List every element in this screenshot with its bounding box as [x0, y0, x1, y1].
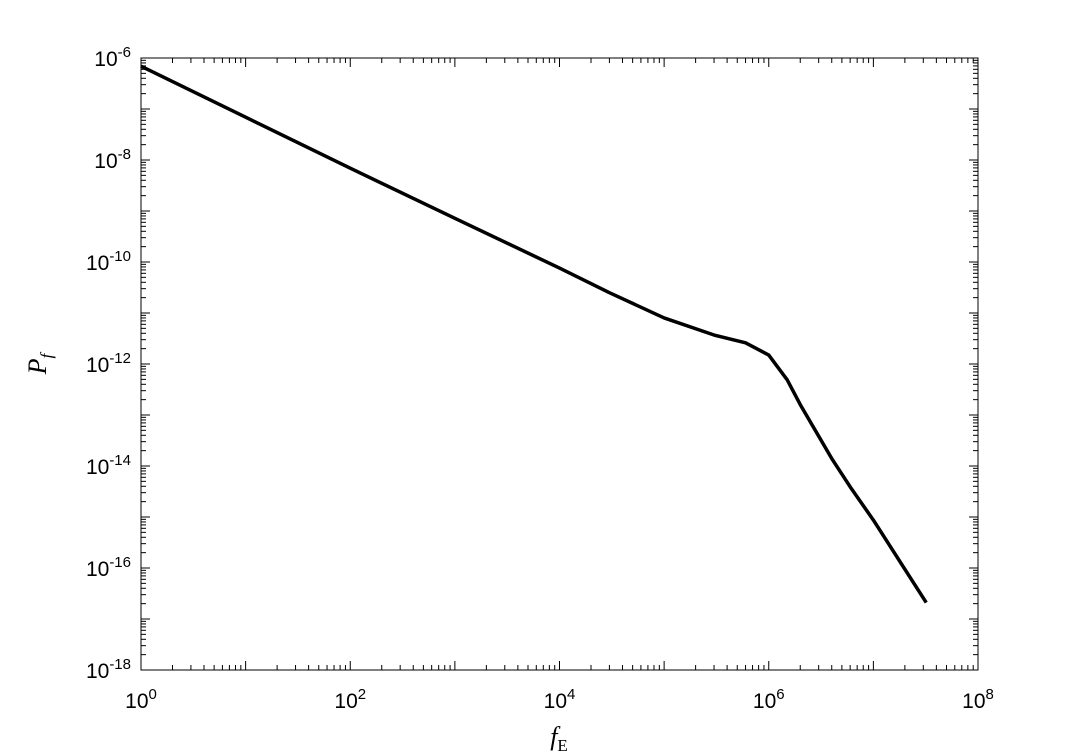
plot-frame: [140, 57, 979, 671]
x-axis-label: fE: [550, 722, 568, 755]
y-tick-label: 10-6: [94, 44, 131, 71]
x-tick-label: 102: [334, 686, 366, 713]
y-tick-label: 10-8: [94, 146, 131, 173]
x-tick-label: 108: [962, 686, 994, 713]
data-line: [140, 64, 928, 604]
x-tick-label: 106: [753, 686, 785, 713]
y-tick-label: 10-18: [86, 656, 131, 683]
y-tick-label: 10-12: [86, 350, 131, 377]
x-tick-label: 100: [125, 686, 157, 713]
y-tick-label: 10-16: [86, 554, 131, 581]
y-axis-label: Pf: [23, 351, 56, 375]
y-tick-label: 10-14: [86, 452, 131, 479]
x-tick-label: 104: [544, 686, 576, 713]
y-tick-label: 10-10: [86, 248, 131, 275]
